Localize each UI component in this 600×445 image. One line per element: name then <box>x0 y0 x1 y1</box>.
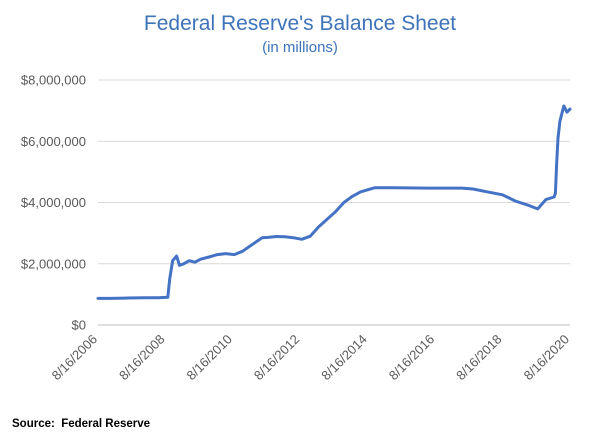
source-note: Source: Federal Reserve <box>12 418 151 430</box>
y-tick-label: $0 <box>72 318 86 333</box>
x-tick-label: 8/16/2020 <box>521 332 573 384</box>
gridlines <box>98 79 570 326</box>
x-tick-label: 8/16/2014 <box>318 332 370 384</box>
y-tick-label: $4,000,000 <box>21 195 86 210</box>
y-tick-label: $8,000,000 <box>21 73 86 88</box>
x-tick-label: 8/16/2018 <box>453 332 505 384</box>
x-tick-label: 8/16/2006 <box>49 332 101 384</box>
y-axis-tick-labels: $0 $2,000,000 $4,000,000 $6,000,000 $8,000,0… <box>21 73 86 333</box>
series-group <box>96 104 572 300</box>
x-axis-tick-labels: 8/16/2006 8/16/2008 8/16/2010 8/16/2012 8/16… <box>49 332 573 384</box>
x-tick-label: 8/16/2016 <box>386 332 438 384</box>
x-tick-label: 8/16/2008 <box>116 332 168 384</box>
chart-title: Federal Reserve's Balance Sheet <box>144 12 456 35</box>
x-tick-label: 8/16/2010 <box>183 332 235 384</box>
series-line <box>96 104 572 300</box>
y-tick-label: $6,000,000 <box>21 134 86 149</box>
chart-subtitle: (in millions) <box>262 39 338 56</box>
x-tick-label: 8/16/2012 <box>251 332 303 384</box>
y-tick-label: $2,000,000 <box>21 256 86 271</box>
